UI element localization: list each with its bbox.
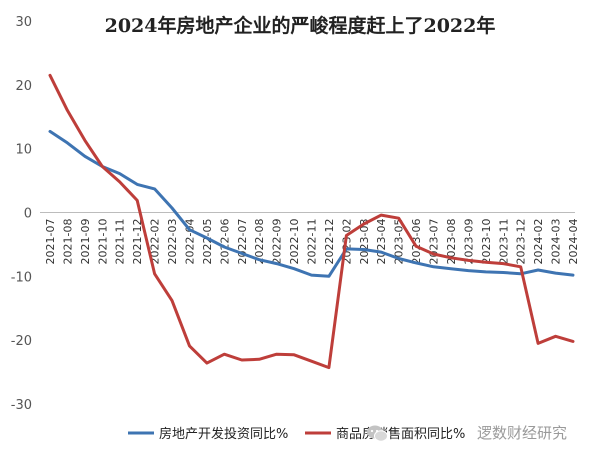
x-tick-label: 2021-07 <box>44 219 57 265</box>
x-tick-label: 2021-08 <box>61 219 74 265</box>
x-tick-label: 2022-12 <box>323 219 336 265</box>
x-tick-label: 2024-03 <box>550 219 563 265</box>
x-tick-label: 2022-08 <box>253 219 266 265</box>
x-tick-label: 2022-03 <box>166 219 179 265</box>
x-tick-label: 2022-05 <box>201 219 214 265</box>
y-tick-label: -20 <box>11 334 32 349</box>
x-tick-label: 2024-02 <box>532 219 545 265</box>
watermark-text: 逻数财经研究 <box>477 424 567 442</box>
x-tick-label: 2023-08 <box>445 219 458 265</box>
x-tick-label: 2023-11 <box>497 219 510 265</box>
x-tick-label: 2022-09 <box>271 219 284 265</box>
y-axis: 30 20 10 0 -10 -20 -30 <box>11 15 32 413</box>
y-tick-label: 0 <box>24 207 32 222</box>
x-tick-label: 2022-07 <box>236 219 249 265</box>
series-layer <box>48 73 575 370</box>
x-tick-label: 2022-06 <box>218 218 231 264</box>
y-tick-label: -30 <box>11 398 32 413</box>
x-tick-label: 2021-12 <box>131 219 144 265</box>
x-tick-label: 2024-04 <box>567 219 580 265</box>
chart-title: 2024年房地产企业的严峻程度赶上了2022年 <box>105 14 496 37</box>
x-tick-label: 2022-02 <box>149 219 162 265</box>
x-tick-label: 2021-09 <box>79 219 92 265</box>
y-tick-label: -10 <box>11 270 32 285</box>
x-axis: 2021-07 2021-08 2021-09 2021-10 2021-11 2021-… <box>40 212 580 265</box>
x-tick-label: 2023-10 <box>480 219 493 265</box>
x-tick-label: 2022-10 <box>288 219 301 265</box>
series-line-2 <box>48 73 575 370</box>
x-tick-label: 2022-11 <box>306 219 319 265</box>
y-tick-label: 20 <box>15 79 32 94</box>
legend-label-1: 房地产开发投资同比% <box>159 426 288 442</box>
x-tick-label: 2023-09 <box>462 219 475 265</box>
x-tick-label: 2023-05 <box>393 219 406 265</box>
watermark: 逻数财经研究 <box>367 424 567 442</box>
x-tick-label: 2023-03 <box>358 219 371 265</box>
y-tick-label: 10 <box>15 143 32 158</box>
y-tick-label: 30 <box>15 15 32 30</box>
x-tick-label: 2021-10 <box>96 219 109 265</box>
x-tick-label: 2023-07 <box>428 219 441 265</box>
x-tick-label: 2023-04 <box>375 219 388 265</box>
wechat-logo-icon <box>367 425 388 442</box>
x-tick-label: 2021-11 <box>114 219 127 265</box>
x-tick-label: 2023-12 <box>515 219 528 265</box>
x-tick-label: 2023-06 <box>410 219 423 265</box>
legend-label-2: 商品房销售面积同比% <box>336 426 465 442</box>
series-line-1 <box>48 129 575 278</box>
